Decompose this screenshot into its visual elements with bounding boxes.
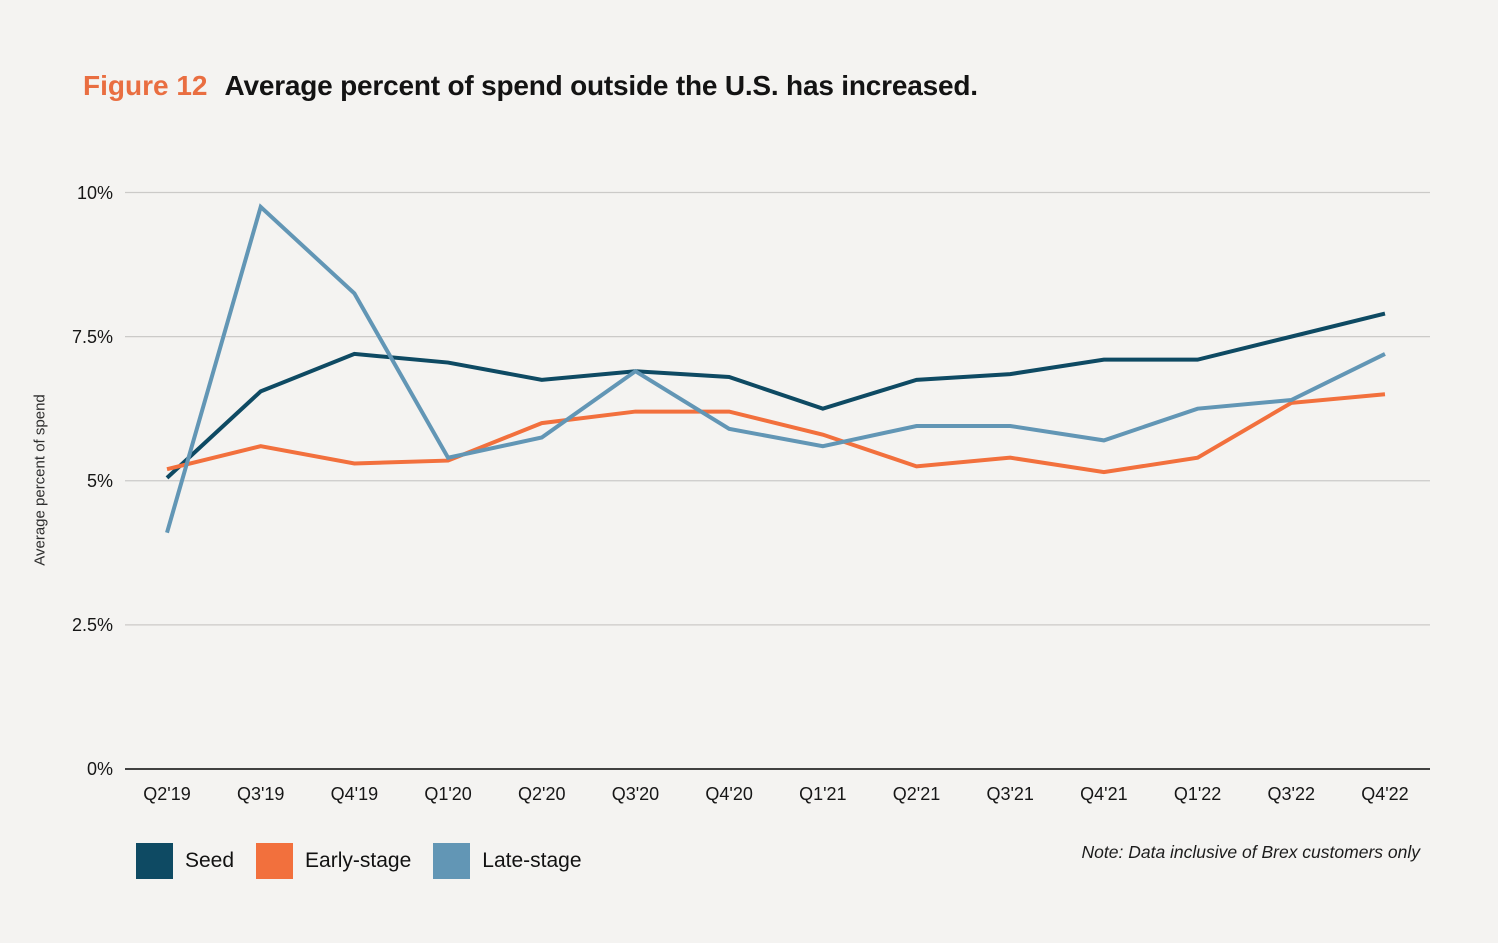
x-tick-label: Q2'19 xyxy=(143,784,191,804)
x-tick-label: Q1'22 xyxy=(1173,784,1222,804)
legend-label: Late-stage xyxy=(482,849,582,872)
series-line-seed xyxy=(165,311,1386,480)
x-tick-label: Q2'21 xyxy=(892,784,941,804)
y-tick-label: 7.5% xyxy=(71,326,113,347)
footnote: Note: Data inclusive of Brex customers o… xyxy=(1081,842,1420,862)
series-line-early xyxy=(166,392,1386,475)
legend-item-early: Early-stage xyxy=(256,843,411,879)
chart-legend: Seed Early-stage Late-stage xyxy=(136,843,604,879)
legend-label: Seed xyxy=(185,849,235,872)
y-tick-label: 10% xyxy=(76,182,113,203)
legend-item-seed: Seed xyxy=(136,843,234,879)
series-line-late xyxy=(165,203,1386,534)
x-tick-label: Q3'22 xyxy=(1267,784,1315,804)
x-tick-label: Q1'20 xyxy=(424,784,472,804)
y-tick-label: 5% xyxy=(86,470,113,491)
x-tick-label: Q4'19 xyxy=(330,784,379,804)
page-title: Average percent of spend outside the U.S… xyxy=(224,70,978,101)
figure-label: Figure 12 xyxy=(83,70,208,101)
x-tick-label: Q3'19 xyxy=(236,784,285,804)
legend-swatch-seed xyxy=(136,843,173,879)
x-tick-label: Q4'20 xyxy=(705,784,753,804)
x-tick-label: Q2'20 xyxy=(518,784,566,804)
x-tick-label: Q4'21 xyxy=(1080,784,1128,804)
x-tick-label: Q3'21 xyxy=(986,784,1034,804)
y-tick-label: 0% xyxy=(86,759,113,779)
y-tick-label: 2.5% xyxy=(71,614,113,635)
x-tick-label: Q4'22 xyxy=(1361,784,1409,804)
x-tick-label: Q1'21 xyxy=(799,784,847,804)
legend-swatch-late xyxy=(433,843,471,879)
legend-label: Early-stage xyxy=(305,849,412,872)
x-tick-label: Q3'20 xyxy=(611,784,660,804)
chart-title-row: Figure 12 Average percent of spend outsi… xyxy=(83,70,978,102)
legend-item-late: Late-stage xyxy=(433,843,582,879)
legend-swatch-early xyxy=(256,843,294,879)
